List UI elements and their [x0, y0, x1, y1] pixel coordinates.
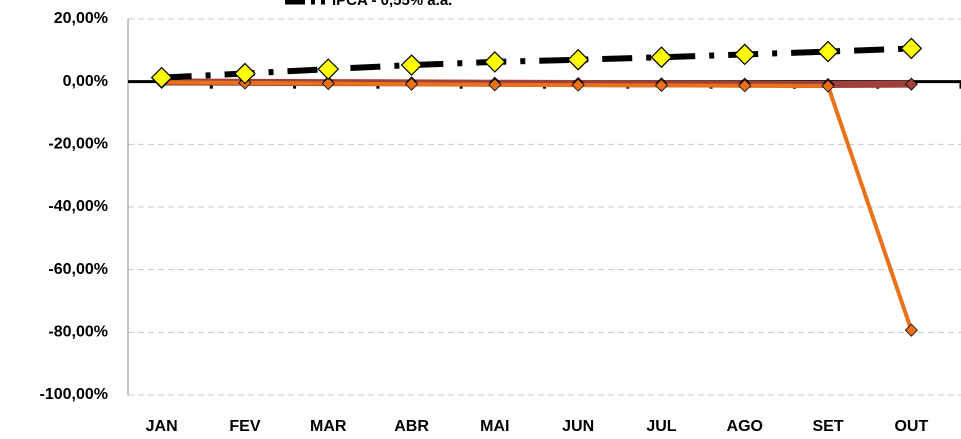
x-tick-label: MAR	[310, 418, 347, 435]
marker	[900, 37, 923, 60]
y-tick-label: 20,00%	[54, 10, 108, 27]
x-tick-label: ABR	[394, 418, 429, 435]
marker	[400, 54, 423, 76]
marker	[234, 62, 256, 85]
y-tick-label: -60,00%	[48, 261, 108, 278]
series-line	[161, 45, 912, 81]
legend-label: IPCA - 0,55% a.a.	[332, 0, 452, 9]
x-tick-label: JUL	[646, 418, 676, 435]
x-tick-label: JAN	[146, 418, 178, 435]
x-tick-label: SET	[812, 418, 843, 435]
series-line	[161, 80, 914, 331]
marker	[654, 78, 669, 92]
marker	[817, 40, 839, 63]
marker	[904, 323, 918, 337]
marker	[821, 79, 835, 93]
x-tick-label: FEV	[229, 418, 260, 435]
marker	[650, 46, 673, 69]
x-tick-label: AGO	[727, 418, 763, 435]
marker	[150, 66, 173, 89]
marker	[484, 51, 506, 73]
y-tick-label: -40,00%	[48, 198, 108, 215]
y-tick-label: -80,00%	[48, 324, 108, 341]
x-tick-label: MAI	[480, 418, 509, 435]
marker	[567, 48, 589, 71]
marker	[488, 78, 502, 92]
marker	[738, 79, 752, 93]
marker	[904, 77, 918, 91]
x-tick-label: OUT	[894, 418, 928, 435]
marker	[321, 76, 335, 91]
marker	[404, 77, 419, 91]
y-tick-label: -20,00%	[48, 136, 108, 153]
x-tick-label: JUN	[562, 418, 594, 435]
marker	[317, 58, 340, 80]
y-tick-label: -100,00%	[40, 386, 109, 403]
y-tick-label: 0,00%	[63, 73, 108, 90]
marker	[571, 78, 585, 92]
marker	[733, 43, 756, 66]
